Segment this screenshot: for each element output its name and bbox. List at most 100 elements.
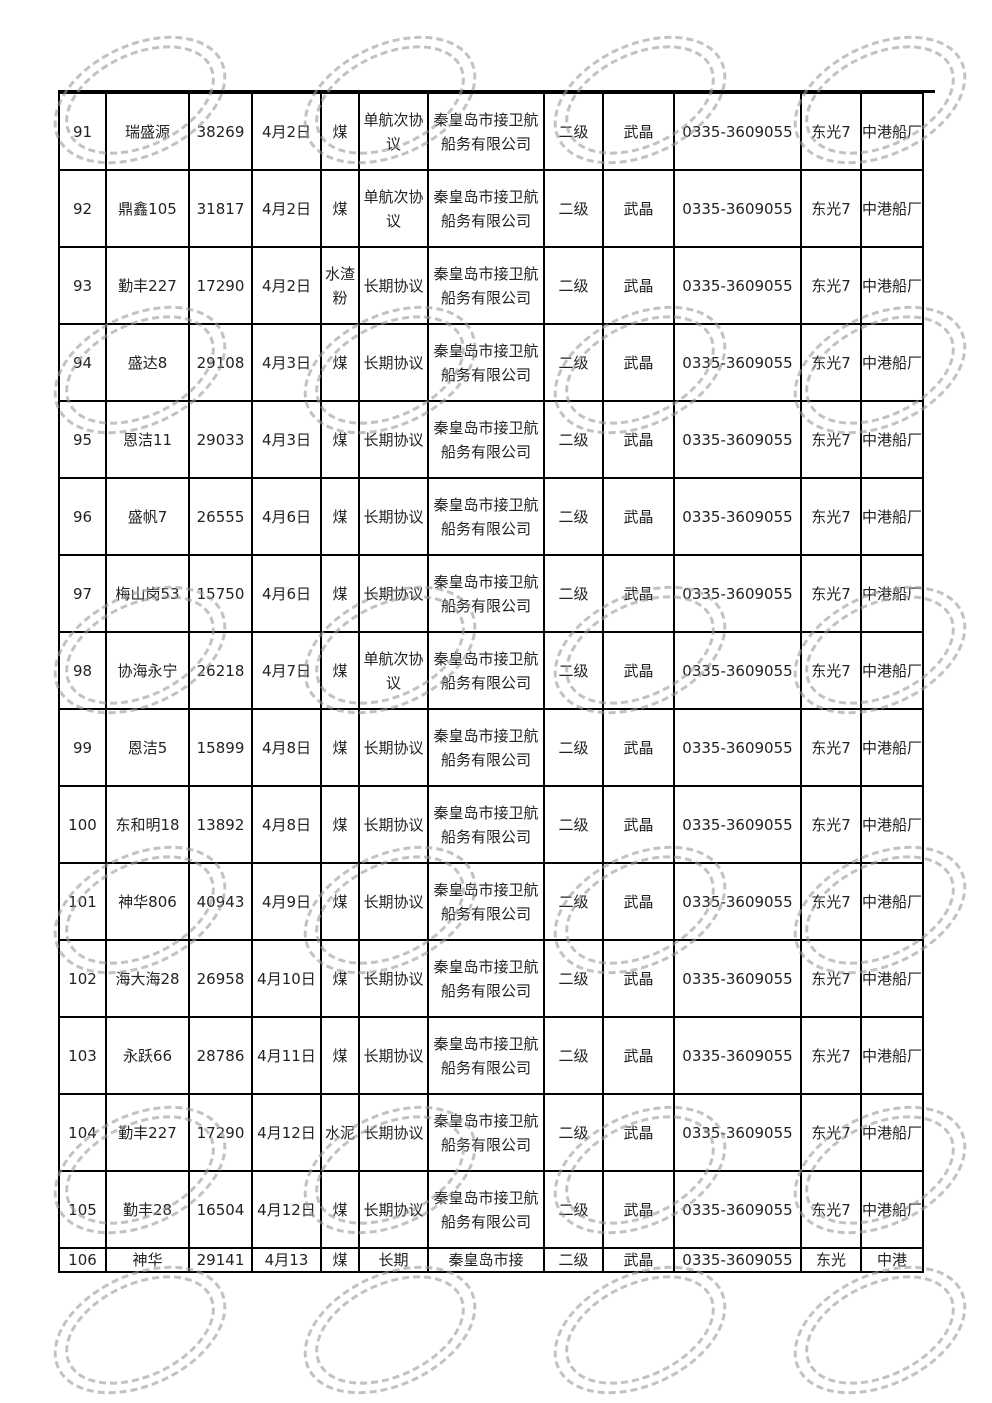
cell-company: 秦皇岛市接卫航船务有限公司 [427, 1170, 545, 1249]
cell-yard: 中港船厂 [860, 92, 924, 171]
cell-no: 105 [58, 1170, 107, 1249]
cell-berth: 东光7 [800, 400, 862, 479]
cell-date: 4月7日 [251, 631, 322, 710]
cell-yard: 中港船厂 [860, 1093, 924, 1172]
cell-level: 二级 [543, 169, 604, 248]
cell-company: 秦皇岛市接卫航船务有限公司 [427, 1016, 545, 1095]
cell-person: 武晶 [602, 1016, 675, 1095]
cell-yard: 中港船厂 [860, 554, 924, 633]
cell-tonnage: 38269 [188, 92, 253, 171]
cell-ship: 恩洁11 [105, 400, 190, 479]
cell-phone: 0335-3609055 [673, 862, 802, 941]
cell-phone: 0335-3609055 [673, 323, 802, 402]
cell-tonnage: 29108 [188, 323, 253, 402]
cell-ship: 海大海28 [105, 939, 190, 1018]
cell-no: 106 [58, 1247, 107, 1273]
cell-no: 97 [58, 554, 107, 633]
cell-date: 4月10日 [251, 939, 322, 1018]
cell-ship: 恩洁5 [105, 708, 190, 787]
cell-tonnage: 29033 [188, 400, 253, 479]
cell-date: 4月3日 [251, 400, 322, 479]
cell-level: 二级 [543, 92, 604, 171]
cell-level: 二级 [543, 554, 604, 633]
cell-berth: 东光7 [800, 477, 862, 556]
cell-date: 4月11日 [251, 1016, 322, 1095]
cell-no: 95 [58, 400, 107, 479]
cell-tonnage: 26958 [188, 939, 253, 1018]
cell-tonnage: 31817 [188, 169, 253, 248]
cell-no: 96 [58, 477, 107, 556]
table-row: 95 恩洁11 29033 4月3日煤长期协议 秦皇岛市接卫航船务有限公司 二级 武晶 033… [58, 400, 924, 479]
cell-no: 92 [58, 169, 107, 248]
cell-ship: 瑞盛源 [105, 92, 190, 171]
cell-level: 二级 [543, 708, 604, 787]
cell-yard: 中港船厂 [860, 631, 924, 710]
cell-ship: 勤丰28 [105, 1170, 190, 1249]
cell-person: 武晶 [602, 785, 675, 864]
cell-berth: 东光7 [800, 939, 862, 1018]
cell-person: 武晶 [602, 1170, 675, 1249]
cell-person: 武晶 [602, 323, 675, 402]
cell-no: 104 [58, 1093, 107, 1172]
cell-phone: 0335-3609055 [673, 92, 802, 171]
table-row: 103 永跃66 28786 4月11日煤长期协议 秦皇岛市接卫航船务有限公司 二级 武晶 0… [58, 1016, 924, 1095]
cell-no: 91 [58, 92, 107, 171]
cell-agreement: 长期协议 [358, 246, 429, 325]
cell-yard: 中港船厂 [860, 477, 924, 556]
cell-agreement: 长期协议 [358, 1016, 429, 1095]
cell-berth: 东光7 [800, 1170, 862, 1249]
cell-berth: 东光7 [800, 246, 862, 325]
table-row: 98 协海永宁 26218 4月7日煤单航次协议 秦皇岛市接卫航船务有限公司 二级 武晶 03… [58, 631, 924, 710]
table-row: 96 盛帆7 26555 4月6日煤长期协议 秦皇岛市接卫航船务有限公司 二级 武晶 0335… [58, 477, 924, 556]
cell-agreement: 长期协议 [358, 400, 429, 479]
cell-date: 4月8日 [251, 785, 322, 864]
cell-ship: 盛达8 [105, 323, 190, 402]
cell-agreement: 长期 [358, 1247, 429, 1273]
cell-date: 4月2日 [251, 246, 322, 325]
cell-person: 武晶 [602, 246, 675, 325]
cell-cargo: 煤 [320, 323, 360, 402]
cell-ship: 勤丰227 [105, 246, 190, 325]
cell-no: 94 [58, 323, 107, 402]
cell-ship: 鼎鑫105 [105, 169, 190, 248]
cell-no: 102 [58, 939, 107, 1018]
cell-tonnage: 26555 [188, 477, 253, 556]
cell-ship: 勤丰227 [105, 1093, 190, 1172]
cell-ship: 神华806 [105, 862, 190, 941]
cell-ship: 梅山岗53 [105, 554, 190, 633]
cell-agreement: 长期协议 [358, 323, 429, 402]
cell-date: 4月2日 [251, 92, 322, 171]
cell-level: 二级 [543, 477, 604, 556]
cell-level: 二级 [543, 246, 604, 325]
cell-agreement: 单航次协议 [358, 169, 429, 248]
cell-ship: 盛帆7 [105, 477, 190, 556]
cell-company: 秦皇岛市接卫航船务有限公司 [427, 477, 545, 556]
cell-person: 武晶 [602, 554, 675, 633]
table-row: 100 东和明18 13892 4月8日煤长期协议 秦皇岛市接卫航船务有限公司 二级 武晶 0… [58, 785, 924, 864]
cell-level: 二级 [543, 400, 604, 479]
cell-phone: 0335-3609055 [673, 1170, 802, 1249]
cell-yard: 中港船厂 [860, 323, 924, 402]
cell-agreement: 单航次协议 [358, 631, 429, 710]
cell-person: 武晶 [602, 939, 675, 1018]
cell-agreement: 长期协议 [358, 1093, 429, 1172]
cell-tonnage: 13892 [188, 785, 253, 864]
cell-ship: 神华 [105, 1247, 190, 1273]
cell-berth: 东光7 [800, 92, 862, 171]
cell-agreement: 长期协议 [358, 477, 429, 556]
cell-person: 武晶 [602, 708, 675, 787]
cell-phone: 0335-3609055 [673, 477, 802, 556]
cell-berth: 东光7 [800, 554, 862, 633]
cell-date: 4月12日 [251, 1093, 322, 1172]
cell-yard: 中港船厂 [860, 1170, 924, 1249]
cell-date: 4月9日 [251, 862, 322, 941]
cell-level: 二级 [543, 631, 604, 710]
table-row: 99 恩洁5 15899 4月8日煤长期协议 秦皇岛市接卫航船务有限公司 二级 武晶 0335… [58, 708, 924, 787]
cell-phone: 0335-3609055 [673, 554, 802, 633]
cell-cargo: 煤 [320, 1170, 360, 1249]
table-row: 92 鼎鑫105 31817 4月2日煤单航次协议 秦皇岛市接卫航船务有限公司 二级 武晶 0… [58, 169, 924, 248]
cell-cargo: 煤 [320, 631, 360, 710]
table-row: 101 神华806 40943 4月9日煤长期协议 秦皇岛市接卫航船务有限公司 二级 武晶 0… [58, 862, 924, 941]
cell-agreement: 长期协议 [358, 862, 429, 941]
cell-berth: 东光7 [800, 323, 862, 402]
